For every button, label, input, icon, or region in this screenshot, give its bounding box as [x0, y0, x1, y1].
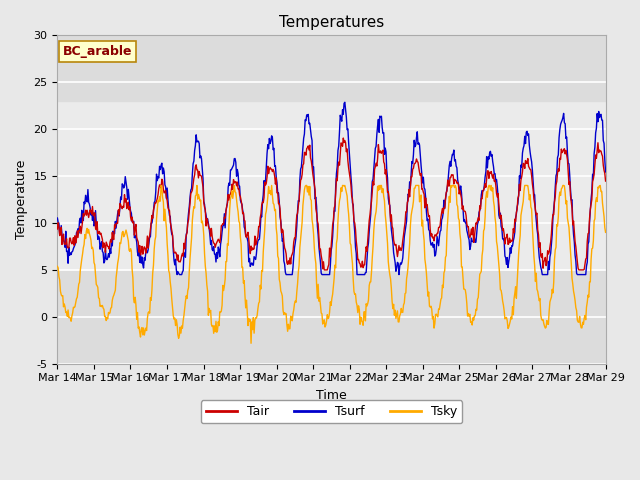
Y-axis label: Temperature: Temperature: [15, 160, 28, 239]
Title: Temperatures: Temperatures: [279, 15, 384, 30]
X-axis label: Time: Time: [316, 389, 347, 402]
Bar: [58, 270, 605, 364]
Bar: [58, 36, 605, 101]
Text: BC_arable: BC_arable: [63, 45, 132, 58]
Legend: Tair, Tsurf, Tsky: Tair, Tsurf, Tsky: [201, 400, 462, 423]
